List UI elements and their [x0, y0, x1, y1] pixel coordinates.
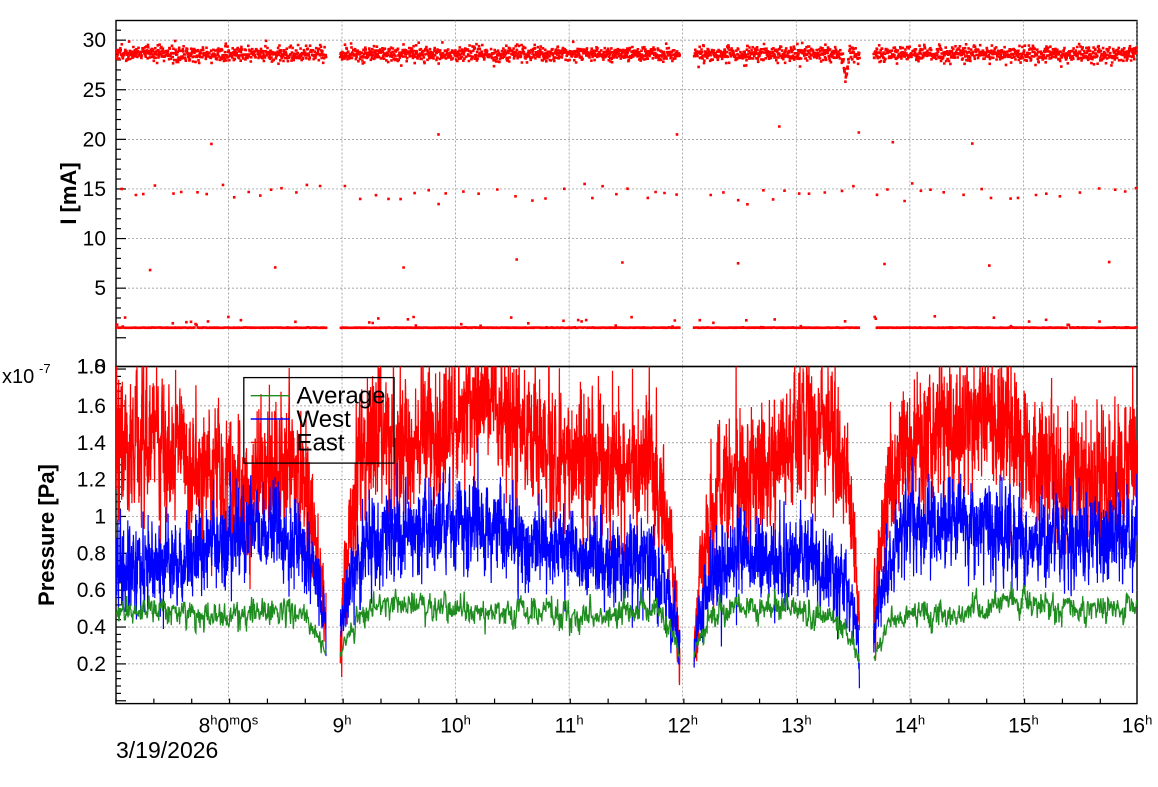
svg-text:5: 5 — [94, 277, 106, 300]
svg-text:0.2: 0.2 — [77, 653, 106, 676]
svg-text:1.4: 1.4 — [77, 432, 107, 455]
svg-text:3/19/2026: 3/19/2026 — [116, 737, 218, 763]
svg-text:8h0m0s: 8h0m0s — [199, 713, 259, 738]
svg-text:East: East — [297, 430, 345, 457]
svg-text:1: 1 — [94, 505, 106, 528]
svg-text:20: 20 — [83, 128, 106, 151]
svg-text:-7: -7 — [39, 361, 51, 376]
svg-text:0.6: 0.6 — [77, 579, 106, 602]
svg-text:15: 15 — [83, 178, 106, 201]
svg-text:0.4: 0.4 — [77, 616, 107, 639]
svg-text:30: 30 — [83, 29, 106, 52]
svg-text:1.0: 1.0 — [77, 356, 106, 379]
svg-text:I [mA]: I [mA] — [56, 162, 81, 224]
svg-text:0.8: 0.8 — [77, 542, 106, 565]
svg-text:x10: x10 — [2, 366, 34, 388]
svg-text:1.6: 1.6 — [77, 395, 106, 418]
svg-text:Pressure [Pa]: Pressure [Pa] — [34, 464, 59, 606]
svg-text:10: 10 — [83, 228, 106, 251]
svg-text:1.2: 1.2 — [77, 469, 106, 492]
svg-text:25: 25 — [83, 79, 106, 102]
